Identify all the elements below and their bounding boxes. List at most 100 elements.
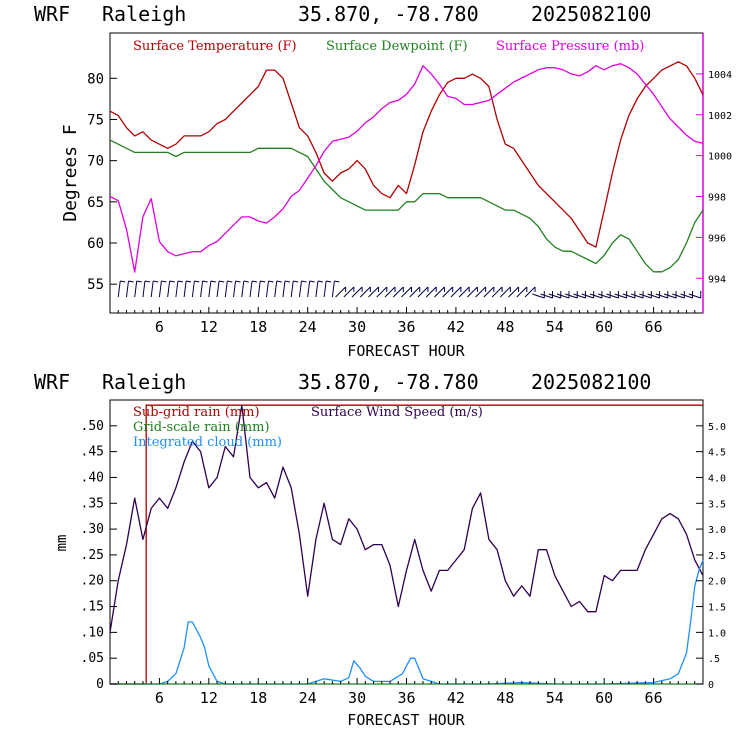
wind-barb xyxy=(434,286,445,298)
x-tick-label: 42 xyxy=(447,318,465,336)
y-tick-label: .15 xyxy=(81,600,104,615)
wind-barb xyxy=(647,291,661,299)
x-tick-label: 12 xyxy=(200,318,218,336)
y-right-tick-label: 1.0 xyxy=(708,628,726,639)
y-tick-label: .50 xyxy=(81,419,104,434)
y-tick-label: 80 xyxy=(87,71,104,87)
y-tick-label: 70 xyxy=(87,154,104,170)
header-run-2: 2025082100 xyxy=(531,370,651,394)
x-tick-label: 12 xyxy=(200,689,218,707)
wind-barb xyxy=(307,280,315,298)
panel-top: WRF Raleigh 35.870, -78.780 2025082100 6… xyxy=(34,2,732,360)
x-tick-label: 54 xyxy=(546,318,564,336)
integrated-cloud-line xyxy=(110,559,704,685)
y-tick-label: 65 xyxy=(87,195,104,211)
wind-barb xyxy=(331,280,340,298)
y-right-tick-label: 1002 xyxy=(708,111,732,122)
y-right-tick-label: .5 xyxy=(708,654,720,665)
wind-barb xyxy=(384,286,396,298)
legend-dewpoint: Surface Dewpoint (F) xyxy=(326,39,468,54)
x-tick-label: 60 xyxy=(595,318,613,336)
wind-barb xyxy=(117,280,126,298)
wind-barb xyxy=(359,286,371,298)
wind-barb xyxy=(630,291,644,299)
x-tick-label: 36 xyxy=(397,689,415,707)
wind-barb xyxy=(458,286,470,298)
x-tick-label: 66 xyxy=(645,689,663,707)
pressure-line xyxy=(109,63,704,273)
wind-barbs xyxy=(117,280,702,299)
y-ticks-right-top: 994 996 998 1000 1002 1004 xyxy=(696,70,732,285)
wind-barb xyxy=(467,286,478,298)
wind-barb xyxy=(483,286,495,298)
x-ticks-top: 6 12 18 24 30 36 42 48 54 60 66 xyxy=(117,307,696,336)
y-right-tick-label: 4.5 xyxy=(708,448,726,459)
x-tick-label: 36 xyxy=(397,318,415,336)
wind-barb xyxy=(401,286,412,298)
wind-barb xyxy=(265,280,274,298)
y-tick-label: .05 xyxy=(81,651,104,666)
y-ticks-right-bottom: 0 .5 1.0 1.5 2.0 2.5 3.0 3.5 4.0 4.5 5.0 xyxy=(696,422,726,691)
wind-barb xyxy=(409,286,421,298)
wind-barb xyxy=(167,280,175,298)
y-right-tick-label: 1004 xyxy=(708,70,732,81)
wind-barb xyxy=(540,291,554,299)
wind-barb xyxy=(351,286,363,298)
x-tick-label: 6 xyxy=(155,689,164,707)
legend-subgrid-rain: Sub-grid rain (mm) xyxy=(133,405,260,420)
wind-barb xyxy=(183,280,192,298)
legend-temperature: Surface Temperature (F) xyxy=(133,39,297,54)
wind-barb xyxy=(516,286,528,298)
wind-barb xyxy=(368,286,380,298)
wind-barb xyxy=(175,280,183,298)
wind-barb xyxy=(134,280,142,298)
wind-barb xyxy=(315,280,324,298)
wind-barb xyxy=(680,291,694,299)
header-site-2: Raleigh xyxy=(102,370,186,394)
y-right-tick-label: 0 xyxy=(708,680,714,691)
wind-barb xyxy=(150,280,159,298)
wind-barb xyxy=(450,286,462,298)
wind-barb xyxy=(508,286,520,298)
y-tick-label: 0 xyxy=(96,677,104,692)
wind-barb xyxy=(208,280,216,298)
x-axis-label-bottom: FORECAST HOUR xyxy=(347,711,465,729)
wind-barb xyxy=(158,280,167,298)
wind-barb xyxy=(475,286,487,298)
y-right-tick-label: 2.5 xyxy=(708,551,726,562)
top-series-lines xyxy=(109,61,704,273)
wind-barb xyxy=(548,291,562,299)
wind-barb xyxy=(639,291,652,299)
legend-wind-speed: Surface Wind Speed (m/s) xyxy=(311,405,483,420)
y-tick-label: .25 xyxy=(81,548,104,563)
wind-barb xyxy=(491,286,503,298)
y-tick-label: .10 xyxy=(81,625,104,640)
y-axis-label-top: Degrees F xyxy=(60,124,81,222)
wind-barb xyxy=(614,291,628,299)
legend-gridscale-rain: Grid-scale rain (mm) xyxy=(133,420,270,435)
header-model-2: WRF xyxy=(34,370,70,394)
wind-barb xyxy=(581,291,595,299)
wind-barb xyxy=(524,286,536,298)
y-right-tick-label: 2.0 xyxy=(708,577,726,588)
wind-barb xyxy=(573,291,586,299)
wind-barb xyxy=(257,280,266,298)
wind-barb xyxy=(200,280,208,298)
y-ticks-left-bottom: 0 .05 .10 .15 .20 .25 .30 .35 .40 .45 .50 xyxy=(81,419,117,692)
y-tick-label: .20 xyxy=(81,574,104,589)
wind-barb xyxy=(655,291,669,299)
wind-speed-line xyxy=(109,404,704,633)
x-tick-label: 66 xyxy=(645,318,663,336)
x-tick-label: 42 xyxy=(447,689,465,707)
x-tick-label: 30 xyxy=(348,318,366,336)
x-tick-label: 18 xyxy=(249,318,267,336)
y-right-tick-label: 998 xyxy=(708,193,726,204)
wind-barb xyxy=(343,286,355,298)
plot-frame-top xyxy=(109,32,704,314)
x-tick-label: 6 xyxy=(155,318,164,336)
wind-barb xyxy=(442,286,454,298)
header-coords: 35.870, -78.780 xyxy=(298,2,479,26)
wind-barb xyxy=(142,280,151,298)
wind-barb xyxy=(565,291,578,299)
wind-barb xyxy=(532,291,545,299)
